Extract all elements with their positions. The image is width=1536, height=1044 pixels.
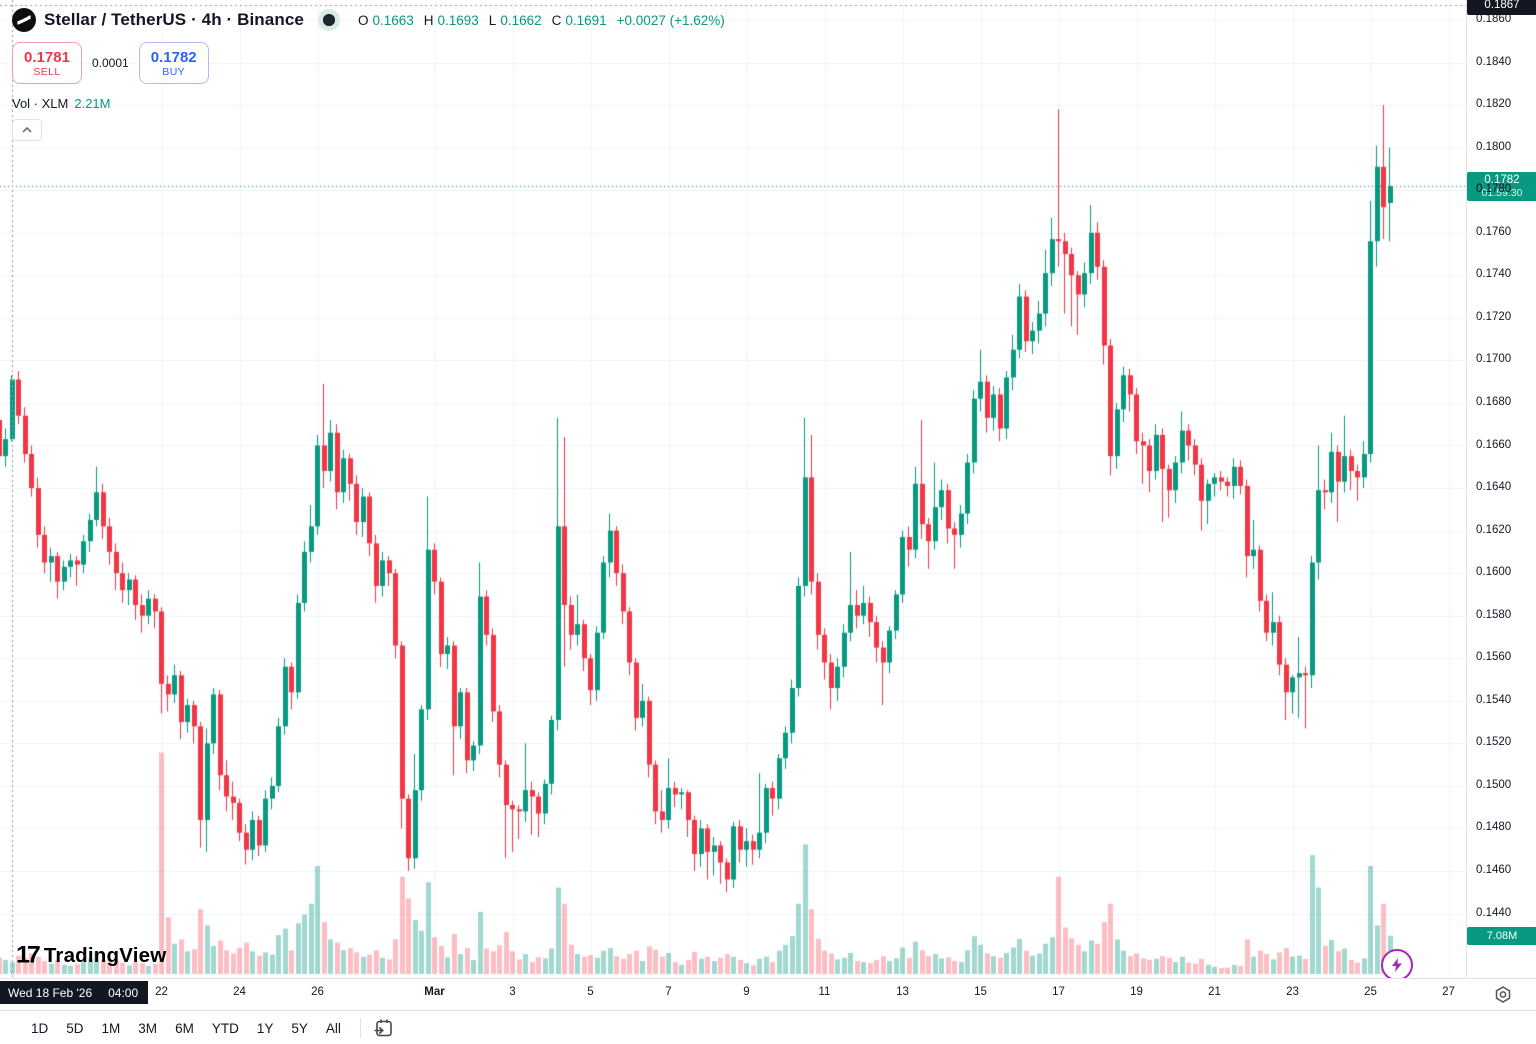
price-tick-label: 0.1780 [1476, 183, 1512, 196]
high-value: 0.1693 [437, 12, 479, 28]
low-label: L [488, 12, 497, 28]
collapse-pane-button[interactable] [12, 119, 42, 141]
range-button-5y[interactable]: 5Y [291, 1020, 308, 1036]
range-button-all[interactable]: All [325, 1020, 341, 1036]
buy-price: 0.1782 [150, 48, 197, 66]
range-button-6m[interactable]: 6M [175, 1020, 194, 1036]
range-button-1d[interactable]: 1D [31, 1020, 49, 1036]
time-tick-label: 24 [233, 986, 246, 998]
change-value: +0.0027 (+1.62%) [616, 12, 725, 28]
open-label: O [357, 12, 369, 28]
ohlc-readout: O 0.1663 H 0.1693 L 0.1662 C 0.1691 +0.0027 … [358, 13, 725, 28]
time-tick-label: 9 [743, 986, 750, 998]
volume-tag: 7.08M [1467, 926, 1536, 945]
price-tick-label: 0.1640 [1476, 481, 1512, 494]
time-tick-label: 15 [974, 986, 987, 998]
sell-label: SELL [33, 65, 61, 78]
price-tick-label: 0.1620 [1476, 523, 1512, 536]
price-tick-label: 0.1480 [1476, 821, 1512, 834]
tradingview-logo[interactable]: 17 TradingView [16, 941, 166, 970]
price-tick-label: 0.1840 [1476, 55, 1512, 68]
range-button-3m[interactable]: 3M [138, 1020, 158, 1036]
range-buttons: 1D 5D 1M 3M 6M YTD 1Y 5Y All [0, 1017, 350, 1040]
go-to-date-icon[interactable] [371, 1015, 397, 1041]
buy-button[interactable]: 0.1782 BUY [138, 42, 209, 84]
price-tick-label: 0.1720 [1476, 310, 1512, 323]
time-tick-label: 7 [665, 986, 672, 998]
time-tick-label: 13 [896, 986, 909, 998]
price-tick-label: 0.1680 [1476, 395, 1512, 408]
axis-settings-icon[interactable] [1492, 984, 1514, 1006]
volume-legend-label: Vol · XLM [12, 96, 69, 111]
stellar-logo-icon [12, 8, 36, 32]
price-axis[interactable]: + 0.1867 0.1782 01:59:30 7.08M 0.18600.1… [1466, 0, 1536, 978]
sell-button[interactable]: 0.1781 SELL [12, 42, 82, 84]
market-status-icon[interactable] [317, 9, 340, 31]
crosshair-time: 04:00 [108, 985, 139, 1000]
price-tick-label: 0.1740 [1476, 268, 1512, 281]
time-tick-label: 23 [1286, 986, 1299, 998]
time-tick-label: 25 [1364, 986, 1377, 998]
price-tick-label: 0.1580 [1476, 608, 1512, 621]
price-tick-label: 0.1460 [1476, 864, 1512, 876]
time-tick-label: 22 [155, 986, 168, 998]
price-tick-label: 0.1440 [1476, 906, 1512, 919]
price-tick-label: 0.1800 [1476, 140, 1512, 153]
time-axis[interactable]: Wed 18 Feb '26 04:00 22 24 26 Mar 3 5 7 9 11 13 15… [0, 978, 1536, 1010]
range-button-1m[interactable]: 1M [101, 1020, 121, 1036]
volume-legend: Vol · XLM 2.21M [12, 96, 725, 111]
range-button-1y[interactable]: 1Y [256, 1020, 274, 1036]
price-tick-label: 0.1860 [1476, 13, 1512, 25]
time-tick-label: 11 [818, 986, 831, 998]
open-value: 0.1663 [372, 12, 414, 28]
symbol-title[interactable]: Stellar / TetherUS · 4h · Binance [44, 10, 304, 29]
time-tick-label: 21 [1208, 986, 1221, 998]
price-tick-label: 0.1560 [1476, 651, 1512, 664]
candlestick-chart[interactable] [0, 0, 1466, 978]
price-tick-label: 0.1500 [1476, 778, 1512, 791]
time-tick-label: 17 [1052, 986, 1065, 998]
toolbar-divider [359, 1018, 361, 1038]
bar-countdown: 01:59:30 [1481, 186, 1523, 199]
price-tick-label: 0.1820 [1476, 98, 1512, 111]
price-tick-label: 0.1540 [1476, 693, 1512, 706]
price-tick-label: 0.1520 [1476, 736, 1512, 749]
time-tick-label: 27 [1442, 986, 1455, 998]
range-button-ytd[interactable]: YTD [211, 1020, 239, 1036]
close-label: C [551, 12, 562, 28]
tradingview-logo-text: TradingView [43, 943, 167, 967]
time-tick-label: 26 [311, 986, 324, 998]
chart-legend: Stellar / TetherUS · 4h · Binance O 0.166… [12, 6, 725, 141]
sell-price: 0.1781 [24, 48, 70, 66]
price-tick-label: 0.1700 [1476, 353, 1512, 366]
crosshair-date-tag: Wed 18 Feb '26 04:00 [0, 981, 149, 1004]
spread-value: 0.0001 [92, 56, 129, 70]
lightning-bolt-icon[interactable] [1381, 949, 1413, 981]
range-button-5d[interactable]: 5D [66, 1020, 84, 1036]
last-price-tag[interactable]: 0.1782 01:59:30 [1467, 171, 1536, 201]
price-tick-label: 0.1660 [1476, 438, 1512, 451]
time-tick-label: 3 [509, 986, 516, 998]
time-tick-label: 19 [1130, 986, 1143, 998]
close-value: 0.1691 [565, 12, 607, 28]
price-tick-label: 0.1600 [1476, 566, 1512, 579]
tradingview-logo-mark-icon: 17 [16, 941, 41, 969]
crosshair-price-tag: 0.1867 [1467, 0, 1536, 16]
time-tick-label: Mar [424, 986, 445, 998]
bottom-toolbar: 1D 5D 1M 3M 6M YTD 1Y 5Y All [0, 1010, 1536, 1044]
high-label: H [423, 12, 434, 28]
buy-label: BUY [162, 65, 186, 78]
low-value: 0.1662 [500, 12, 542, 28]
volume-legend-value: 2.21M [74, 96, 111, 111]
time-tick-label: 5 [587, 986, 594, 998]
price-tick-label: 0.1760 [1476, 225, 1512, 238]
last-price-value: 0.1782 [1484, 173, 1520, 186]
crosshair-date: Wed 18 Feb '26 [8, 985, 93, 1000]
